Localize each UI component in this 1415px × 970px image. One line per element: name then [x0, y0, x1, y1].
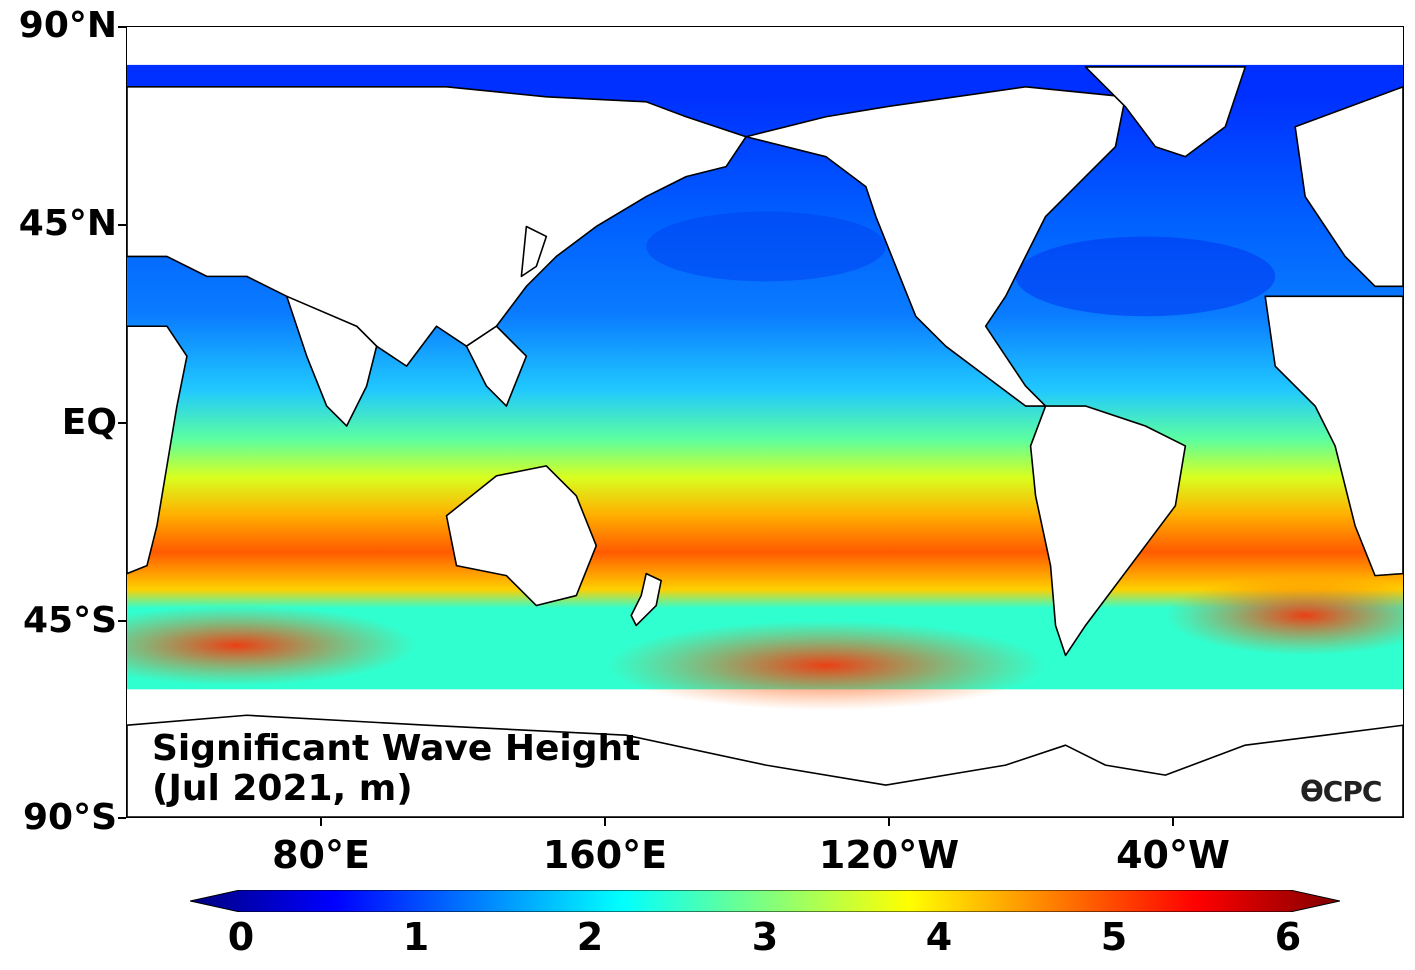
land-india	[285, 295, 378, 427]
lat-label-eq: EQ	[61, 402, 117, 443]
colorbar-gradient	[190, 890, 1340, 912]
lat-tick-mark	[118, 422, 126, 424]
land-southeast-asia	[465, 325, 528, 407]
lat-tick-mark	[118, 817, 126, 819]
lon-tick-mark	[1172, 818, 1174, 826]
land-australia	[445, 465, 598, 607]
land-japan	[520, 225, 548, 278]
lat-label-45n: 45°N	[18, 203, 117, 244]
lon-tick-mark	[604, 818, 606, 826]
colorbar-tick-3: 3	[751, 915, 779, 959]
southern-ocean-hotspot	[606, 620, 1046, 711]
colorbar-tick-6: 6	[1274, 915, 1302, 959]
lat-tick-mark	[118, 620, 126, 622]
land-south-america	[1029, 405, 1187, 657]
lat-label-90n: 90°N	[18, 5, 117, 46]
lat-tick-mark	[118, 26, 126, 28]
map-title-line2: (Jul 2021, m)	[152, 768, 413, 809]
southern-ocean-hotspot	[1165, 575, 1403, 656]
colorbar-tick-4: 4	[925, 915, 953, 959]
north-pacific-low	[646, 211, 886, 282]
land-africa-west	[127, 325, 188, 575]
lon-tick-mark	[888, 818, 890, 826]
land-europe	[1294, 86, 1403, 288]
lat-label-90s: 90°S	[22, 797, 117, 838]
lon-label-160e: 160°E	[542, 833, 668, 877]
north-atlantic-low	[1015, 236, 1276, 317]
land-new-zealand	[630, 572, 662, 627]
lat-label-45s: 45°S	[22, 600, 117, 641]
lon-tick-mark	[320, 818, 322, 826]
lon-label-40w: 40°W	[1116, 833, 1230, 877]
lat-tick-mark	[118, 224, 126, 226]
land-north-america	[745, 86, 1127, 407]
map-plot-area	[126, 26, 1404, 818]
map-title-line1: Significant Wave Height	[152, 728, 641, 769]
southern-ocean-hotspot	[127, 605, 417, 686]
land-antarctica	[127, 714, 1403, 817]
lon-label-120w: 120°W	[818, 833, 960, 877]
cpc-logo: ϴCPC	[1300, 775, 1382, 808]
colorbar-tick-2: 2	[576, 915, 604, 959]
colorbar-tick-5: 5	[1100, 915, 1128, 959]
map-title: Significant Wave Height (Jul 2021, m)	[152, 729, 640, 809]
colorbar-tick-0: 0	[227, 915, 255, 959]
land-greenland	[1084, 66, 1247, 158]
colorbar	[190, 890, 1340, 912]
lon-label-80e: 80°E	[272, 833, 370, 877]
colorbar-tick-1: 1	[402, 915, 430, 959]
wave-height-field	[127, 64, 1403, 817]
land-africa-east	[1264, 295, 1403, 577]
